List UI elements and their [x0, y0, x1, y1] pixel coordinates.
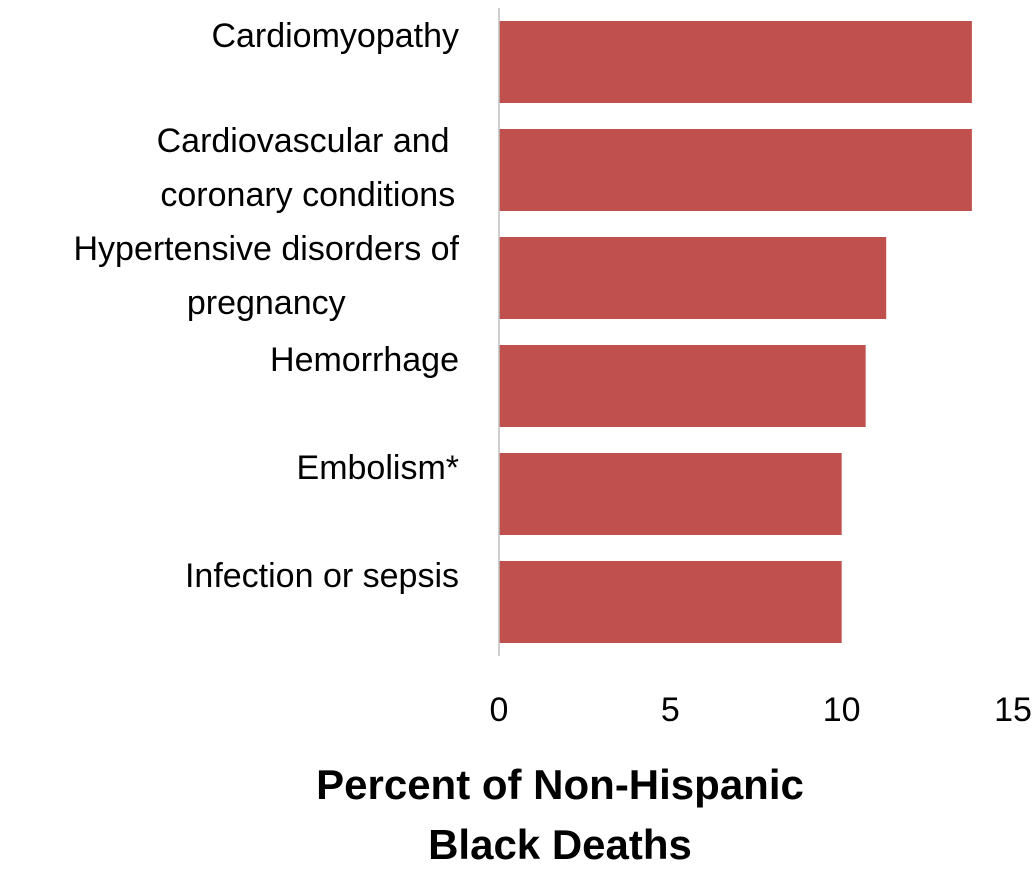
category-label: Cardiovascular and coronary conditions [157, 122, 459, 214]
category-label: Embolism* [297, 449, 459, 487]
category-label-line: Cardiomyopathy [211, 17, 459, 55]
bar [499, 345, 866, 427]
category-label: Hypertensive disorders of pregnancy [73, 230, 459, 322]
x-tick-label: 15 [994, 691, 1032, 729]
category-label-line: Hypertensive disorders of [73, 230, 459, 268]
x-tick-label: 10 [823, 691, 861, 729]
x-axis-title-line: Percent of Non-Hispanic [316, 761, 804, 808]
bar [499, 237, 887, 319]
x-tick-label: 5 [661, 691, 680, 729]
bar [499, 561, 842, 643]
category-label-line: Hemorrhage [270, 341, 459, 379]
category-label: Hemorrhage [270, 341, 459, 379]
bar [499, 129, 972, 211]
category-label-line: Embolism* [297, 449, 459, 487]
bar [499, 453, 842, 535]
category-label-line: Infection or sepsis [185, 557, 459, 595]
category-label: Cardiomyopathy [211, 17, 459, 55]
x-axis-title-line: Black Deaths [428, 821, 692, 868]
bar [499, 21, 972, 103]
category-label-line: coronary conditions [160, 176, 455, 214]
x-tick-label: 0 [490, 691, 509, 729]
category-label-line: Cardiovascular and [157, 122, 459, 160]
category-label: Infection or sepsis [185, 557, 459, 595]
x-axis-title: Percent of Non-Hispanic Black Deaths [316, 761, 804, 868]
category-label-line: pregnancy [187, 284, 346, 322]
